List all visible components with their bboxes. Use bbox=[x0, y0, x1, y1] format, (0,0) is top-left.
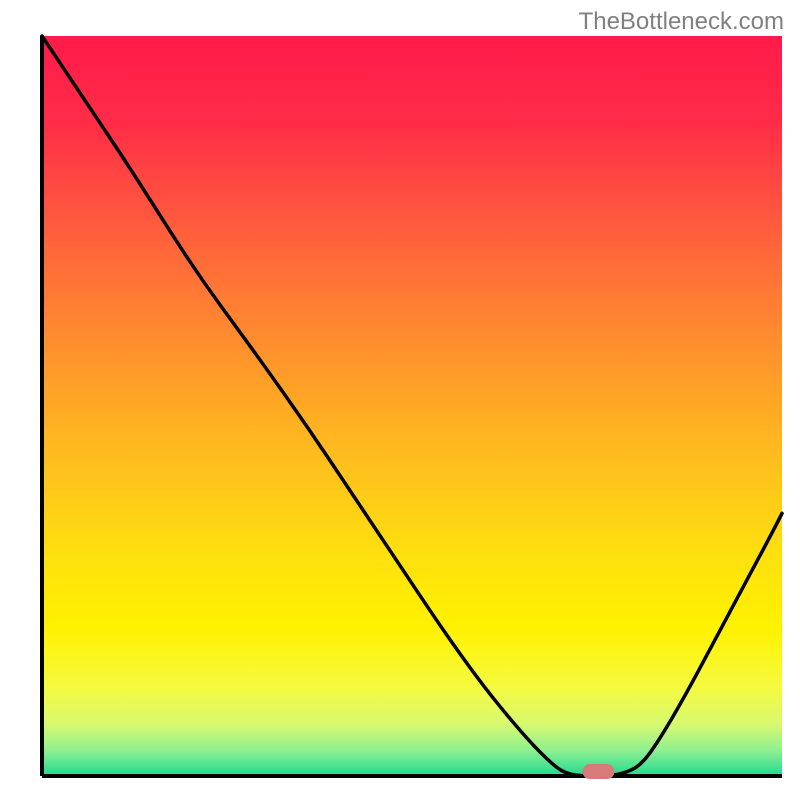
chart-container: TheBottleneck.com bbox=[0, 0, 800, 800]
watermark-text: TheBottleneck.com bbox=[579, 8, 784, 36]
optimal-marker bbox=[582, 764, 614, 779]
bottleneck-chart bbox=[0, 0, 800, 800]
plot-background bbox=[42, 36, 782, 776]
